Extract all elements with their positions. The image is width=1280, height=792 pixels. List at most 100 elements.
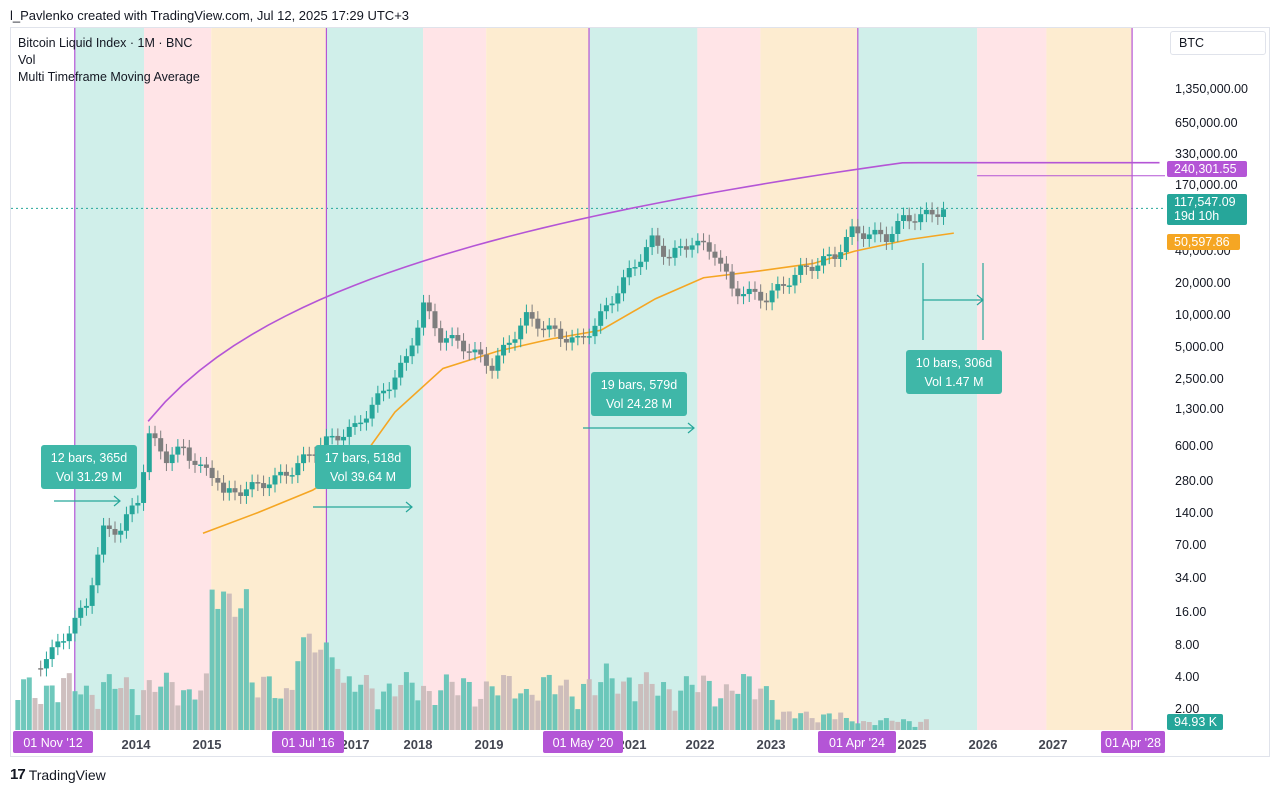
volume-bar: [912, 726, 918, 730]
candle-body: [66, 633, 72, 642]
x-tick-label: 2017: [341, 737, 370, 752]
legend-indicator[interactable]: Multi Timeframe Moving Average: [18, 70, 200, 84]
candle-body: [523, 312, 529, 326]
y-tick-label: 70.00: [1175, 538, 1206, 552]
legend-symbol[interactable]: Bitcoin Liquid Index · 1M · BNC: [18, 36, 193, 50]
chart-caption: l_Pavlenko created with TradingView.com,…: [10, 8, 410, 23]
volume-bar: [586, 679, 592, 730]
y-tick-label: 1,300.00: [1175, 402, 1224, 416]
candle-body: [409, 345, 415, 357]
candle-body: [621, 277, 627, 294]
volume-bar: [649, 683, 655, 730]
y-tick-label: 4.00: [1175, 670, 1199, 684]
candle-body: [792, 274, 798, 286]
candle-body: [215, 478, 221, 483]
candle-body: [43, 659, 49, 669]
candle-body: [906, 215, 912, 222]
volume-bar: [735, 693, 741, 730]
candle-body: [563, 338, 569, 343]
measure-arrow-head: [405, 501, 413, 513]
candle-body: [61, 641, 67, 643]
candle-body: [106, 525, 112, 529]
volume-bar: [209, 589, 215, 730]
x-tick-label: 2026: [969, 737, 998, 752]
date-marker-tag: [272, 731, 344, 753]
volume-bar: [266, 676, 272, 730]
candle-body: [209, 467, 215, 479]
candle-body: [609, 303, 615, 306]
footer-brand[interactable]: 17 TradingView: [10, 766, 106, 783]
volume-bar: [906, 721, 912, 730]
volume-bar: [192, 699, 198, 730]
volume-bar: [443, 674, 449, 730]
candle-body: [803, 265, 809, 267]
ma-price-label: 50,597.86: [1174, 235, 1230, 249]
y-tick-label: 2,500.00: [1175, 372, 1224, 386]
volume-bar: [295, 661, 301, 730]
candle-body: [775, 284, 781, 291]
candle-body: [232, 488, 238, 493]
volume-bar: [215, 608, 221, 730]
candle-body: [666, 256, 672, 259]
volume-bar: [421, 685, 427, 730]
volume-bar: [61, 678, 67, 730]
candle-body: [661, 245, 667, 257]
measure-box: [315, 445, 411, 489]
candle-body: [849, 226, 855, 238]
date-marker-label: 01 Jul '16: [281, 736, 334, 750]
volume-bar: [809, 718, 815, 730]
volume-bar: [318, 649, 324, 730]
candle-body: [483, 354, 489, 366]
candle-body: [638, 261, 644, 268]
volume-bar: [249, 682, 255, 730]
candle-body: [535, 318, 541, 329]
volume-bar: [838, 712, 844, 730]
volume-bar: [438, 690, 444, 730]
candle-body: [89, 585, 95, 606]
volume-bar: [626, 677, 632, 730]
candle-body: [683, 246, 689, 250]
volume-bar: [701, 675, 707, 730]
candle-body: [375, 393, 381, 405]
x-tick-label: 2018: [404, 737, 433, 752]
candle-body: [558, 328, 564, 339]
volume-bar: [455, 695, 461, 730]
candle-body: [278, 471, 284, 476]
volume-bar: [792, 718, 798, 730]
legend-volume[interactable]: Vol: [18, 53, 36, 67]
volume-bar: [769, 700, 775, 730]
current-price-tag: [1167, 194, 1247, 225]
volume-bar: [798, 713, 804, 730]
volume-bar: [175, 705, 181, 730]
candle-body: [226, 488, 232, 493]
candle-body: [552, 325, 558, 329]
candle-body: [352, 423, 358, 427]
candle-body: [289, 475, 295, 477]
currency-label[interactable]: BTC: [1170, 31, 1266, 55]
candle-body: [95, 554, 101, 586]
volume-bar: [729, 690, 735, 730]
candle-body: [203, 464, 209, 468]
candle-body: [729, 271, 735, 289]
candle-body: [758, 291, 764, 301]
volume-bar: [346, 676, 352, 730]
x-tick-label: 2014: [122, 737, 152, 752]
candle-body: [55, 641, 61, 648]
y-tick-label: 20,000.00: [1175, 276, 1231, 290]
volume-bar: [832, 719, 838, 730]
ath-price-tag: [1167, 161, 1247, 177]
volume-bar: [901, 719, 907, 730]
candle-body: [763, 300, 769, 303]
candle-body: [592, 325, 598, 337]
volume-bar: [181, 690, 187, 730]
candle-body: [478, 349, 484, 355]
y-tick-label: 10,000.00: [1175, 308, 1231, 322]
volume-bar: [78, 694, 84, 730]
volume-bar: [541, 677, 547, 730]
volume-bar: [501, 675, 507, 730]
volume-bar: [398, 685, 404, 730]
volume-bar: [592, 695, 598, 730]
volume-bar: [118, 688, 124, 730]
candle-body: [221, 482, 227, 493]
